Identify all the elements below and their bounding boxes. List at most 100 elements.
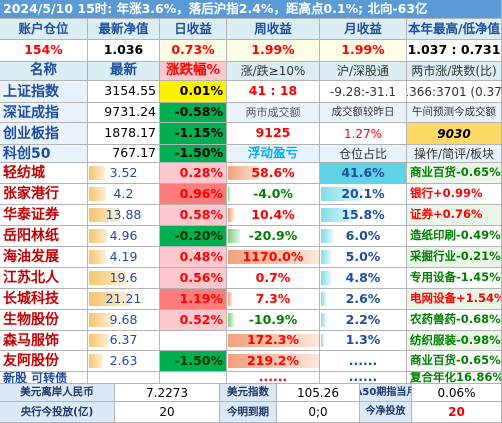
- index-latest-1[interactable]: 9731.24: [88, 103, 160, 123]
- account-header-5[interactable]: 本年最高/低净值: [407, 19, 502, 40]
- index-col6-1[interactable]: 午间预测今成交额: [407, 103, 502, 123]
- index-header-2[interactable]: 涨跌幅%: [160, 62, 227, 81]
- holding-note-9[interactable]: 商业百货-0.65%: [407, 351, 502, 372]
- index-col6-2[interactable]: 9030: [407, 123, 502, 145]
- holding-pnl-7[interactable]: -10.9%: [227, 310, 320, 331]
- account-header-1[interactable]: 最新净值: [88, 19, 160, 40]
- index-col4-2[interactable]: 9125: [227, 123, 320, 145]
- holding-note-7[interactable]: 农药兽药-0.68%: [407, 310, 502, 331]
- holding-position-7[interactable]: 2.2%: [320, 310, 407, 331]
- footer-value-2-0[interactable]: 105.26: [277, 384, 360, 402]
- holding-position-8[interactable]: 1.3%: [320, 331, 407, 351]
- holding-price-4[interactable]: 4.19: [88, 247, 160, 268]
- holding-chg-0[interactable]: 0.28%: [160, 163, 227, 184]
- holding-chg-10[interactable]: [160, 372, 227, 384]
- index-latest-0[interactable]: 3154.55: [88, 81, 160, 103]
- index-name-1[interactable]: 深证成指: [0, 103, 88, 123]
- footer-value-1-0[interactable]: 7.2273: [115, 384, 220, 402]
- holding-note-4[interactable]: 采掘行业-0.21%: [407, 247, 502, 268]
- footer-value-1-1[interactable]: 20: [115, 402, 220, 423]
- holding-pnl-5[interactable]: 0.7%: [227, 268, 320, 289]
- holding-chg-1[interactable]: 0.96%: [160, 184, 227, 205]
- holding-name-6[interactable]: 长城科技: [0, 289, 88, 310]
- holding-chg-4[interactable]: 0.48%: [160, 247, 227, 268]
- index-col4-3[interactable]: 浮动盈亏: [227, 145, 320, 163]
- index-name-0[interactable]: 上证指数: [0, 81, 88, 103]
- account-value-4[interactable]: 1.99%: [320, 40, 407, 62]
- holding-name-4[interactable]: 海油发展: [0, 247, 88, 268]
- index-col4-0[interactable]: 41 : 18: [227, 81, 320, 103]
- holding-price-1[interactable]: 4.2: [88, 184, 160, 205]
- holding-pnl-0[interactable]: 58.6%: [227, 163, 320, 184]
- holding-name-10[interactable]: 新股 可转债: [0, 372, 88, 384]
- holding-name-9[interactable]: 友阿股份: [0, 351, 88, 372]
- holding-note-6[interactable]: 电网设备+1.54%: [407, 289, 502, 310]
- title-bar[interactable]: 2024/5/10 15时: 年涨3.6%，落后沪指2.4%，距高点0.1%; …: [0, 0, 502, 19]
- footer-value-3-0[interactable]: 0.06%: [412, 384, 502, 402]
- holding-position-4[interactable]: 5.0%: [320, 247, 407, 268]
- holding-note-10[interactable]: 复合年化16.86%: [407, 372, 502, 384]
- account-value-2[interactable]: 0.73%: [160, 40, 227, 62]
- holding-pnl-2[interactable]: 10.4%: [227, 205, 320, 226]
- holding-note-5[interactable]: 专用设备-1.45%: [407, 268, 502, 289]
- holding-price-5[interactable]: 19.6: [88, 268, 160, 289]
- holding-position-5[interactable]: 4.8%: [320, 268, 407, 289]
- footer-value-3-1[interactable]: 20: [412, 402, 502, 423]
- account-header-2[interactable]: 日收益: [160, 19, 227, 40]
- holding-pnl-3[interactable]: -20.9%: [227, 226, 320, 247]
- holding-name-3[interactable]: 岳阳林纸: [0, 226, 88, 247]
- index-header-0[interactable]: 名称: [0, 62, 88, 81]
- holding-note-8[interactable]: 纺织服装-0.98%: [407, 331, 502, 351]
- index-col6-3[interactable]: 操作/简评/板块: [407, 145, 502, 163]
- holding-position-0[interactable]: 41.6%: [320, 163, 407, 184]
- holding-position-3[interactable]: 6.0%: [320, 226, 407, 247]
- holding-price-8[interactable]: 6.37: [88, 331, 160, 351]
- holding-price-2[interactable]: 13.88: [88, 205, 160, 226]
- holding-price-7[interactable]: 9.68: [88, 310, 160, 331]
- holding-name-5[interactable]: 江苏北人: [0, 268, 88, 289]
- footer-label-2-1[interactable]: 今明到期: [220, 402, 277, 423]
- holding-chg-5[interactable]: 0.56%: [160, 268, 227, 289]
- index-header-3[interactable]: 涨/跌≥10%: [227, 62, 320, 81]
- index-col4-1[interactable]: 两市成交额: [227, 103, 320, 123]
- holding-note-2[interactable]: 证券+0.76%: [407, 205, 502, 226]
- holding-position-9[interactable]: ......: [320, 351, 407, 372]
- holding-pnl-8[interactable]: 172.3%: [227, 331, 320, 351]
- index-col5-3[interactable]: 仓位占比: [320, 145, 407, 163]
- footer-label-3-0[interactable]: A50期指当月: [360, 384, 412, 402]
- account-header-0[interactable]: 账户仓位: [0, 19, 88, 40]
- holding-price-6[interactable]: 21.21: [88, 289, 160, 310]
- index-chg-1[interactable]: -0.58%: [160, 103, 227, 123]
- holding-chg-6[interactable]: 1.19%: [160, 289, 227, 310]
- holding-position-2[interactable]: 15.8%: [320, 205, 407, 226]
- index-header-5[interactable]: 两市涨/跌数(比): [407, 62, 502, 81]
- holding-pnl-4[interactable]: 1170.0%: [227, 247, 320, 268]
- holding-position-10[interactable]: ......: [320, 372, 407, 384]
- index-latest-3[interactable]: 767.17: [88, 145, 160, 163]
- holding-price-10[interactable]: [88, 372, 160, 384]
- index-chg-3[interactable]: -1.50%: [160, 145, 227, 163]
- footer-value-2-1[interactable]: 0;0: [277, 402, 360, 423]
- holding-chg-7[interactable]: 0.52%: [160, 310, 227, 331]
- account-value-5[interactable]: 1.037 : 0.731: [407, 40, 502, 62]
- holding-chg-2[interactable]: 0.58%: [160, 205, 227, 226]
- holding-pnl-9[interactable]: 219.2%: [227, 351, 320, 372]
- index-chg-2[interactable]: -1.15%: [160, 123, 227, 145]
- holding-pnl-1[interactable]: -4.0%: [227, 184, 320, 205]
- holding-note-3[interactable]: 造纸印刷-0.49%: [407, 226, 502, 247]
- holding-price-3[interactable]: 4.96: [88, 226, 160, 247]
- account-header-3[interactable]: 周收益: [227, 19, 320, 40]
- holding-name-0[interactable]: 轻纺城: [0, 163, 88, 184]
- index-col5-1[interactable]: 成交额较昨日: [320, 103, 407, 123]
- holding-pnl-6[interactable]: 7.3%: [227, 289, 320, 310]
- account-value-3[interactable]: 1.99%: [227, 40, 320, 62]
- index-header-1[interactable]: 最新: [88, 62, 160, 81]
- index-col5-2[interactable]: 1.27%: [320, 123, 407, 145]
- holding-chg-8[interactable]: [160, 331, 227, 351]
- account-value-0[interactable]: 154%: [0, 40, 88, 62]
- index-col5-0[interactable]: -9.28:-31.1: [320, 81, 407, 103]
- index-col6-0[interactable]: 1366:3701 (0.37): [407, 81, 502, 103]
- account-value-1[interactable]: 1.036: [88, 40, 160, 62]
- holding-name-2[interactable]: 华泰证券: [0, 205, 88, 226]
- holding-position-1[interactable]: 20.1%: [320, 184, 407, 205]
